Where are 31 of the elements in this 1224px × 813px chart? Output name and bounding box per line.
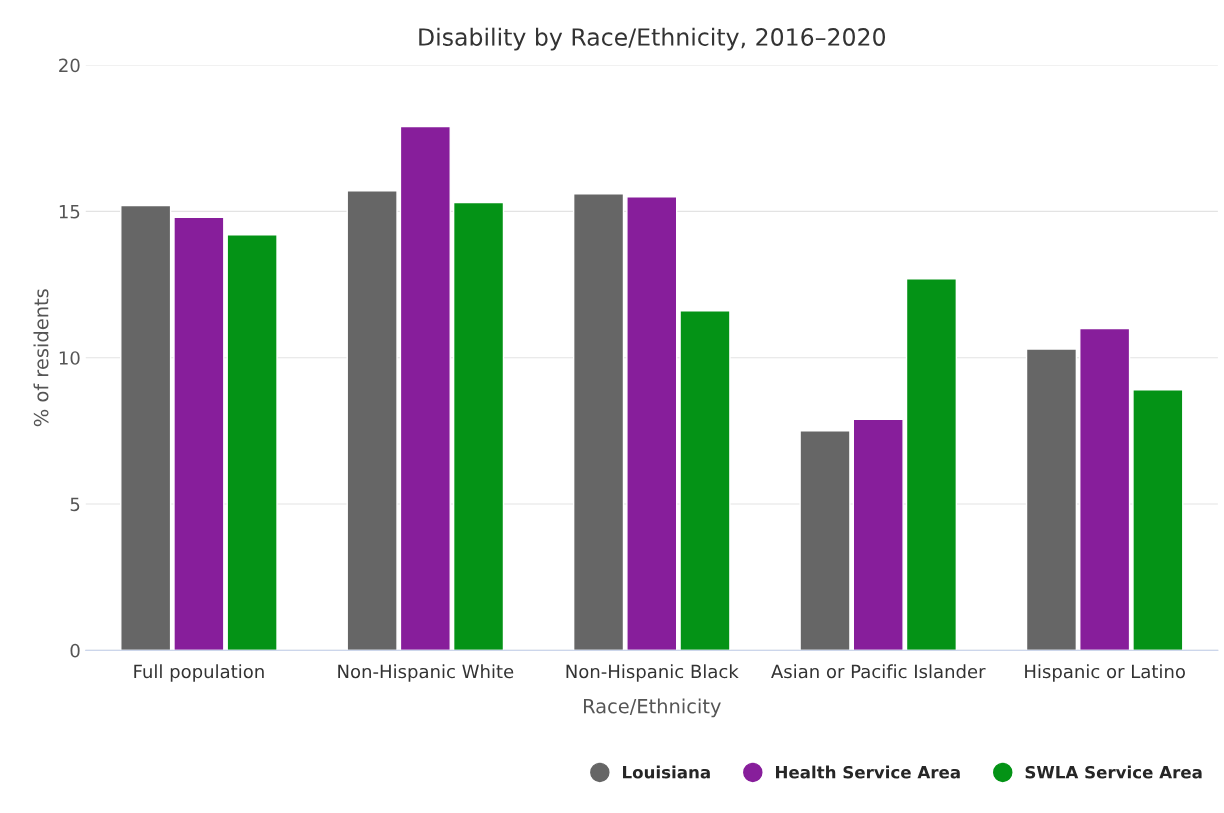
bar — [905, 278, 958, 651]
legend-label: SWLA Service Area — [1025, 765, 1202, 779]
bar — [572, 193, 625, 651]
y-tick-label: 5 — [70, 497, 80, 512]
bar — [1025, 348, 1078, 651]
bar — [173, 216, 225, 651]
bar — [226, 234, 278, 651]
bar — [626, 196, 678, 651]
y-tick-label: 10 — [59, 351, 80, 365]
legend-label: Health Service Area — [776, 765, 960, 779]
y-tick-label: 0 — [70, 643, 80, 658]
x-tick-label: Non-Hispanic Black — [566, 664, 739, 682]
bar — [120, 204, 172, 651]
x-tick-label: Full population — [134, 664, 264, 682]
bar — [1132, 389, 1184, 651]
x-axis-title: Race/Ethnicity — [584, 698, 721, 718]
bar — [1079, 327, 1131, 651]
x-tick-label: Asian or Pacific Islander — [771, 664, 986, 679]
y-tick-label: 20 — [59, 58, 80, 73]
bar — [679, 310, 731, 651]
bar — [799, 430, 851, 651]
bar — [452, 201, 505, 651]
bar — [399, 125, 451, 651]
x-tick-label: Non-Hispanic White — [338, 664, 514, 682]
bar — [346, 190, 398, 651]
y-axis-title: % of residents — [33, 289, 49, 427]
y-tick-label: 15 — [59, 205, 80, 219]
legend-label: Louisiana — [623, 765, 710, 779]
x-tick-label: Hispanic or Latino — [1025, 664, 1185, 682]
chart-title: Disability by Race/Ethnicity, 2016–2020 — [419, 27, 886, 51]
bar — [852, 418, 904, 651]
